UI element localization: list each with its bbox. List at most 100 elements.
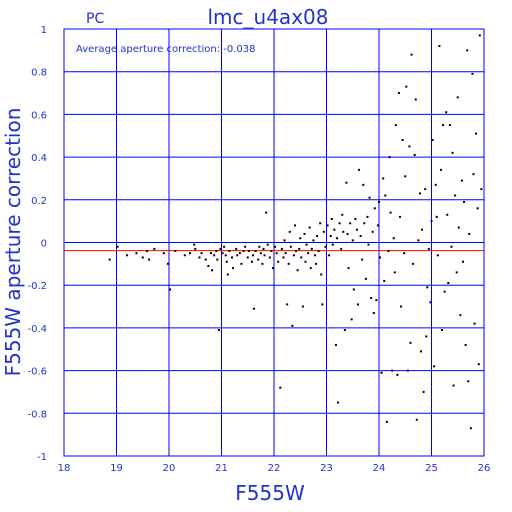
y-tick-label: -0.6 (27, 367, 47, 378)
data-point (219, 247, 222, 250)
data-point (294, 224, 296, 227)
data-point (145, 250, 148, 253)
grid-lines (63, 28, 485, 457)
data-point (268, 256, 271, 259)
data-point (200, 252, 203, 255)
data-point (363, 222, 366, 225)
data-point (388, 156, 391, 159)
x-tick-label: 25 (425, 463, 438, 474)
data-point (434, 183, 437, 186)
x-tick-labels: 18 19 20 21 22 23 24 25 26 (58, 463, 491, 474)
data-point (459, 314, 462, 317)
data-point (257, 258, 260, 261)
data-point (342, 230, 345, 233)
data-point (354, 218, 357, 221)
data-point (300, 256, 303, 259)
data-point (236, 254, 239, 257)
data-point (372, 311, 375, 314)
data-point (460, 179, 463, 182)
data-point (266, 243, 269, 246)
data-point (288, 230, 291, 233)
y-tick-labels: -1 -0.8 -0.6 -0.4 -0.2 0 0.2 0.4 0.6 0.8 1 (27, 25, 47, 463)
data-point (198, 256, 201, 259)
data-point (480, 188, 483, 191)
data-point (413, 153, 416, 156)
data-point (320, 273, 323, 276)
data-point (343, 329, 346, 332)
data-point (228, 250, 231, 253)
data-point (375, 299, 378, 302)
data-point (380, 371, 383, 374)
data-point (299, 237, 302, 240)
data-point (399, 215, 401, 218)
data-point (352, 288, 355, 291)
data-point (367, 243, 370, 246)
data-point (282, 256, 285, 259)
data-point (475, 132, 478, 135)
data-point (271, 267, 274, 270)
data-point (116, 245, 119, 248)
y-tick-label: -0.2 (27, 281, 47, 292)
data-point (183, 254, 186, 257)
data-point (244, 245, 247, 248)
data-point (420, 350, 422, 353)
data-point (477, 363, 480, 366)
data-point (447, 282, 450, 285)
data-point (305, 243, 308, 246)
data-point (382, 177, 385, 180)
data-point (409, 341, 412, 344)
data-point (247, 250, 250, 253)
data-point (445, 111, 448, 114)
data-point (246, 256, 249, 259)
data-point (126, 254, 128, 257)
data-point (189, 252, 191, 255)
data-point (291, 324, 294, 327)
data-point (225, 260, 228, 263)
data-point (336, 237, 338, 240)
data-point (235, 247, 238, 250)
data-point (169, 288, 172, 291)
data-point (224, 254, 227, 257)
data-point (284, 252, 287, 255)
data-point (274, 245, 277, 248)
data-point (359, 235, 362, 238)
data-point (454, 194, 457, 197)
data-point (204, 258, 207, 261)
data-point (322, 230, 325, 233)
data-point (295, 250, 298, 253)
data-point (275, 252, 278, 255)
data-point (329, 235, 332, 238)
data-point (258, 245, 261, 248)
y-tick-label: -1 (37, 452, 47, 463)
data-point (438, 45, 441, 48)
plot-frame (63, 28, 485, 457)
y-tick-label: 0.6 (31, 110, 47, 121)
data-point (166, 262, 169, 265)
data-point (370, 297, 373, 300)
data-point (425, 335, 428, 338)
chart-title: lmc_u4ax08 (208, 5, 329, 29)
data-point (221, 252, 224, 255)
data-point (231, 256, 233, 259)
data-point (217, 329, 220, 332)
data-point (478, 34, 481, 37)
data-point (462, 260, 464, 263)
data-point (452, 384, 455, 387)
data-point (279, 386, 282, 389)
y-tick-label: 0 (41, 239, 47, 250)
data-point (471, 72, 474, 75)
data-point (292, 254, 295, 257)
data-point (330, 218, 333, 221)
data-point (216, 258, 219, 261)
data-point (298, 247, 301, 250)
data-point (280, 247, 283, 250)
data-point (261, 262, 264, 265)
data-point (385, 420, 388, 423)
data-point (207, 264, 210, 267)
x-tick-label: 19 (110, 463, 123, 474)
y-axis-label: F555W aperture correction (1, 108, 25, 377)
data-point (309, 267, 312, 270)
data-point (422, 390, 425, 393)
x-tick-label: 22 (268, 463, 281, 474)
data-point (215, 250, 218, 253)
